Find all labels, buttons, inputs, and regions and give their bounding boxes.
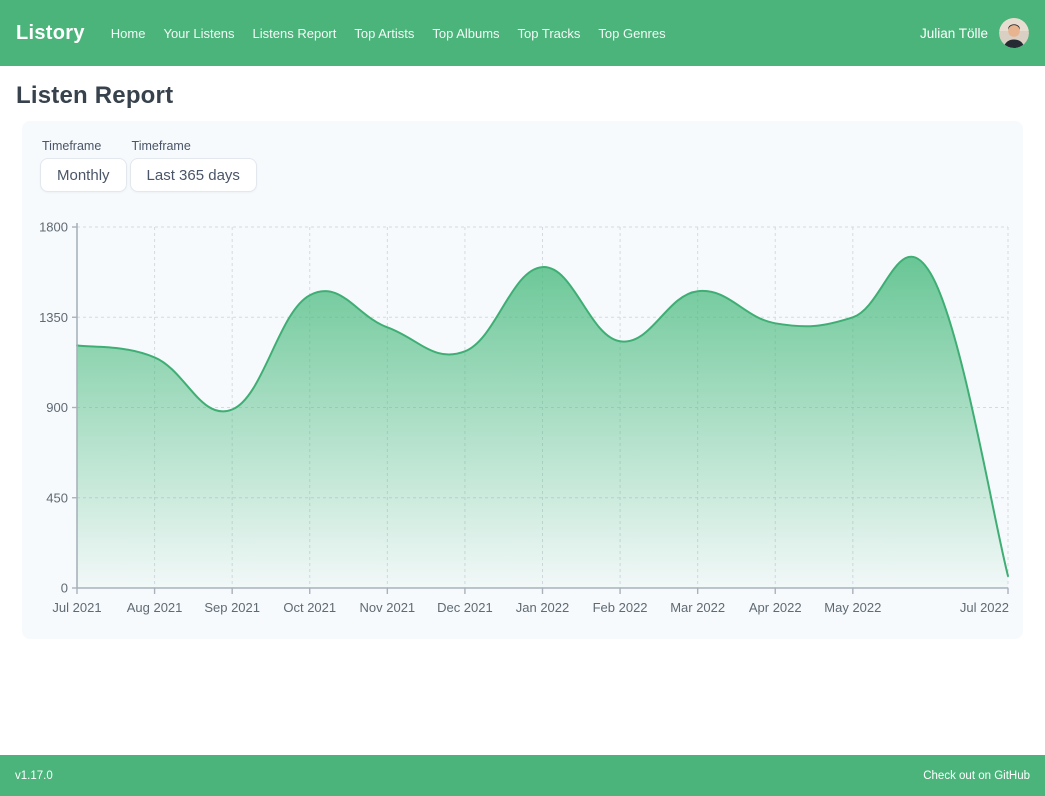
avatar-photo (999, 18, 1029, 48)
user-menu[interactable]: Julian Tölle (920, 18, 1029, 48)
timeframe-interval-label: Timeframe (42, 139, 102, 153)
svg-text:Oct 2021: Oct 2021 (283, 600, 336, 615)
nav-item-listens-report[interactable]: Listens Report (252, 25, 337, 41)
nav-item-your-listens[interactable]: Your Listens (163, 25, 235, 41)
navbar: Listory Home Your Listens Listens Report… (0, 0, 1045, 66)
svg-text:May 2022: May 2022 (824, 600, 881, 615)
svg-text:Jan 2022: Jan 2022 (516, 600, 570, 615)
svg-text:0: 0 (61, 581, 68, 596)
github-link[interactable]: Check out on GitHub (923, 769, 1030, 782)
nav-item-top-albums[interactable]: Top Albums (432, 25, 500, 41)
timeframe-range-label: Timeframe (131, 139, 191, 153)
report-card: Timeframe Monthly Timeframe Last 365 day… (22, 121, 1023, 639)
svg-text:450: 450 (46, 490, 68, 505)
nav-item-top-artists[interactable]: Top Artists (354, 25, 415, 41)
brand-logo[interactable]: Listory (16, 21, 85, 44)
svg-text:Dec 2021: Dec 2021 (437, 600, 493, 615)
svg-text:Jul 2021: Jul 2021 (52, 600, 101, 615)
app-version: v1.17.0 (15, 769, 53, 782)
nav-item-top-genres[interactable]: Top Genres (598, 25, 666, 41)
avatar[interactable] (999, 18, 1029, 48)
svg-text:900: 900 (46, 400, 68, 415)
main-content: Listen Report Timeframe Monthly Timefram… (0, 82, 1045, 639)
svg-text:Feb 2022: Feb 2022 (593, 600, 648, 615)
svg-text:Jul 2022: Jul 2022 (960, 600, 1009, 615)
timeframe-interval-button[interactable]: Monthly (40, 158, 127, 192)
svg-text:Apr 2022: Apr 2022 (749, 600, 802, 615)
timeframe-range-button[interactable]: Last 365 days (129, 158, 257, 192)
svg-text:Nov 2021: Nov 2021 (360, 600, 416, 615)
svg-text:Sep 2021: Sep 2021 (204, 600, 260, 615)
filter-bar: Timeframe Monthly Timeframe Last 365 day… (22, 121, 1023, 192)
nav-links: Home Your Listens Listens Report Top Art… (111, 26, 920, 41)
user-name: Julian Tölle (919, 25, 988, 41)
filter-range: Timeframe Last 365 days (129, 139, 257, 192)
filter-interval: Timeframe Monthly (40, 139, 127, 192)
page-title: Listen Report (16, 82, 174, 109)
listen-report-chart[interactable]: 0 450 900 1350 1800 Jul 2021 Aug 2021 Sep 2021 O… (38, 219, 1013, 619)
nav-item-top-tracks[interactable]: Top Tracks (517, 25, 581, 41)
chart-area: 0 450 900 1350 1800 Jul 2021 Aug 2021 Sep 2021 O… (38, 219, 1013, 619)
nav-item-home[interactable]: Home (110, 25, 146, 41)
svg-text:Aug 2021: Aug 2021 (127, 600, 183, 615)
svg-text:1350: 1350 (39, 310, 68, 325)
svg-text:1800: 1800 (39, 220, 68, 235)
svg-text:Mar 2022: Mar 2022 (670, 600, 725, 615)
footer: v1.17.0 Check out on GitHub (0, 755, 1045, 796)
